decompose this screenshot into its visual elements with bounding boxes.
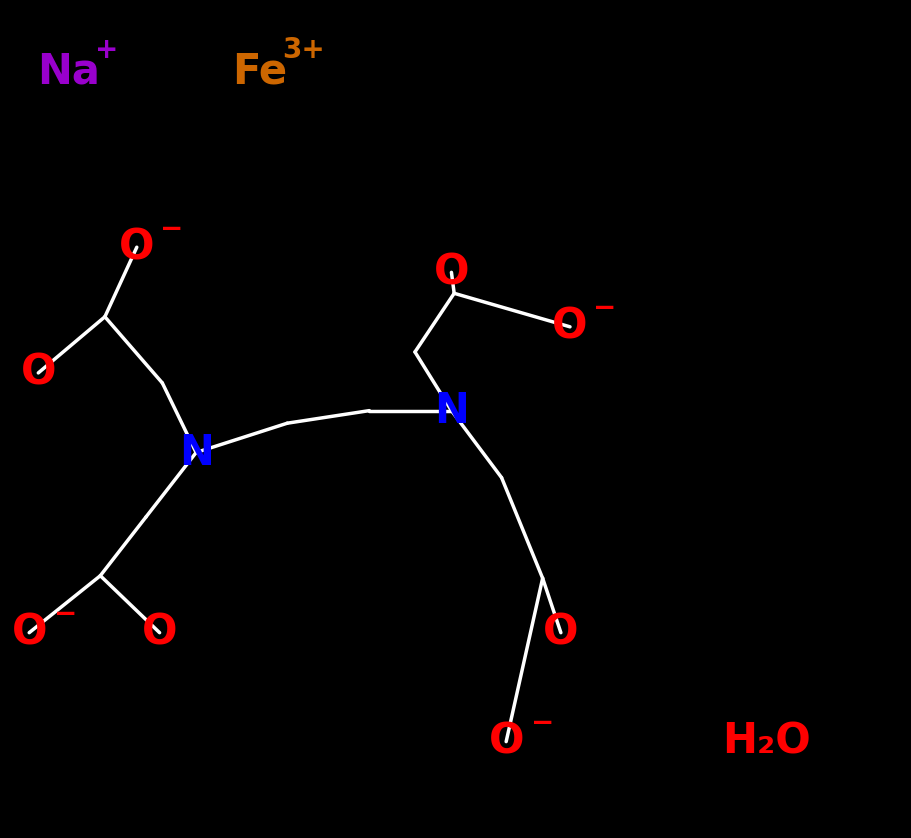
Text: N: N [434,390,468,432]
Text: O: O [21,352,56,394]
Text: O: O [543,612,578,654]
Text: O: O [12,612,46,654]
Text: Fe: Fe [232,50,287,92]
Text: N: N [179,432,213,473]
Text: −: − [54,600,77,628]
Text: Na: Na [37,50,99,92]
Text: −: − [159,215,183,243]
Text: −: − [592,294,616,323]
Text: O: O [488,721,523,763]
Text: 3+: 3+ [282,36,324,65]
Text: +: + [95,36,118,65]
Text: O: O [434,251,468,293]
Text: −: − [530,709,554,737]
Text: O: O [119,226,154,268]
Text: O: O [552,306,587,348]
Text: O: O [142,612,177,654]
Text: H₂O: H₂O [721,721,810,763]
